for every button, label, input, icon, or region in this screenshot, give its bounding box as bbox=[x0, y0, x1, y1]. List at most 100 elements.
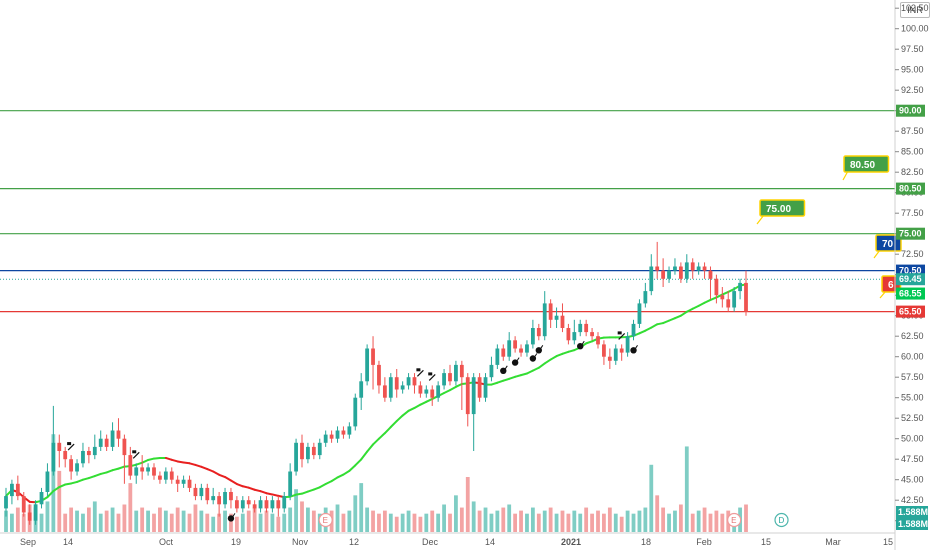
y-tick-label: 85.00 bbox=[901, 147, 924, 157]
candle-body bbox=[732, 291, 737, 308]
volume-bar bbox=[513, 513, 518, 532]
candle-body bbox=[300, 442, 304, 460]
ma-segment bbox=[514, 374, 523, 378]
currency-selector[interactable]: INR bbox=[900, 2, 930, 18]
ma-segment bbox=[703, 298, 712, 304]
volume-bar bbox=[554, 513, 559, 532]
ma-segment bbox=[229, 479, 238, 486]
callouts: 80.50 75.00 70 6 bbox=[756, 155, 902, 299]
ma-segment bbox=[496, 379, 505, 384]
ma-segment bbox=[679, 310, 688, 317]
hammer-icon bbox=[416, 369, 424, 377]
ma-segment bbox=[188, 462, 197, 466]
candle-body bbox=[738, 282, 742, 292]
ma-segment bbox=[295, 492, 303, 496]
ma-segment bbox=[383, 426, 392, 435]
volume-bar bbox=[418, 516, 423, 532]
candle-body bbox=[400, 385, 405, 390]
ma-segment bbox=[555, 352, 564, 358]
event-marker bbox=[774, 512, 789, 528]
y-tick-label: 92.50 bbox=[901, 85, 924, 95]
ma-segment bbox=[265, 492, 274, 496]
candle-body bbox=[744, 282, 748, 312]
last-price-tag bbox=[896, 273, 925, 286]
hammer-icon bbox=[428, 373, 436, 381]
candle-body bbox=[98, 438, 103, 447]
candle-body bbox=[365, 348, 370, 382]
candle-body bbox=[720, 295, 725, 300]
y-tick-label: 57.50 bbox=[901, 372, 924, 382]
candle-body bbox=[649, 266, 654, 292]
bomb-icon bbox=[227, 515, 235, 522]
candle-body bbox=[294, 442, 298, 472]
ma-tag-label: 68.55 bbox=[899, 289, 922, 299]
volume-bar bbox=[678, 504, 683, 532]
ma-segment bbox=[727, 288, 736, 293]
ma-segment bbox=[673, 314, 682, 320]
y-tick-label: 55.00 bbox=[901, 393, 924, 403]
volume-bar bbox=[158, 507, 162, 532]
candle-body bbox=[602, 344, 606, 357]
volume-bar bbox=[454, 495, 458, 532]
volume-bar bbox=[548, 507, 553, 532]
volume-bar bbox=[483, 507, 488, 532]
volume-bar bbox=[175, 507, 180, 532]
volume-bar bbox=[667, 513, 671, 532]
event-marker bbox=[318, 512, 333, 528]
candle-body bbox=[15, 483, 20, 497]
volume-bar bbox=[21, 513, 26, 532]
bomb-fuse bbox=[540, 345, 544, 349]
ma-segment bbox=[721, 290, 730, 296]
ma-segment bbox=[81, 477, 90, 481]
volume-bar bbox=[306, 507, 310, 532]
level-tag bbox=[896, 182, 925, 195]
volume-bar bbox=[673, 510, 677, 532]
volume-bar bbox=[51, 434, 56, 532]
volume-bar bbox=[690, 513, 695, 532]
last-price-label: 69.45 bbox=[899, 274, 922, 284]
volume-bar bbox=[566, 513, 571, 532]
candle-body bbox=[21, 496, 26, 513]
candle-body bbox=[152, 467, 156, 476]
ma-segment bbox=[401, 409, 410, 417]
candle-body bbox=[525, 344, 529, 353]
volume-bar bbox=[282, 513, 287, 532]
ma-segment bbox=[585, 340, 594, 345]
callout-label: 75.00 bbox=[766, 204, 791, 215]
y-tick-label: 87.50 bbox=[901, 126, 924, 136]
volume-bar bbox=[684, 446, 689, 532]
ma-segment bbox=[324, 480, 333, 486]
volume-bar bbox=[430, 510, 435, 532]
ma-segment bbox=[638, 329, 647, 335]
bomb-icon bbox=[529, 355, 537, 362]
volume-bar bbox=[406, 510, 411, 532]
ma-segment bbox=[525, 369, 534, 375]
bomb-fuse bbox=[635, 345, 638, 349]
ma-segment bbox=[259, 490, 268, 495]
volume-bar bbox=[560, 510, 565, 532]
candle-body bbox=[4, 496, 8, 509]
x-tick-label: 19 bbox=[231, 537, 241, 547]
callout-label: 80.50 bbox=[850, 160, 875, 171]
candle-body bbox=[205, 487, 210, 501]
ma-segment bbox=[691, 304, 700, 310]
candle-body bbox=[430, 389, 435, 398]
ma-segment bbox=[454, 382, 463, 388]
ma-segment bbox=[318, 483, 327, 489]
volume-bar bbox=[252, 507, 257, 532]
volume-bar bbox=[15, 507, 20, 532]
y-tick-label: 62.50 bbox=[901, 331, 924, 341]
candle-body bbox=[625, 336, 630, 353]
ma-segment bbox=[348, 464, 357, 472]
volume-bar bbox=[193, 504, 198, 532]
candles bbox=[4, 241, 748, 525]
candle-body bbox=[306, 446, 310, 460]
volume-bar bbox=[613, 513, 618, 532]
candle-body bbox=[57, 442, 62, 451]
candle-body bbox=[146, 467, 150, 472]
candle-body bbox=[507, 340, 512, 357]
ma-segment bbox=[715, 293, 724, 299]
ma-segment bbox=[354, 458, 363, 467]
candle-body bbox=[276, 500, 281, 509]
